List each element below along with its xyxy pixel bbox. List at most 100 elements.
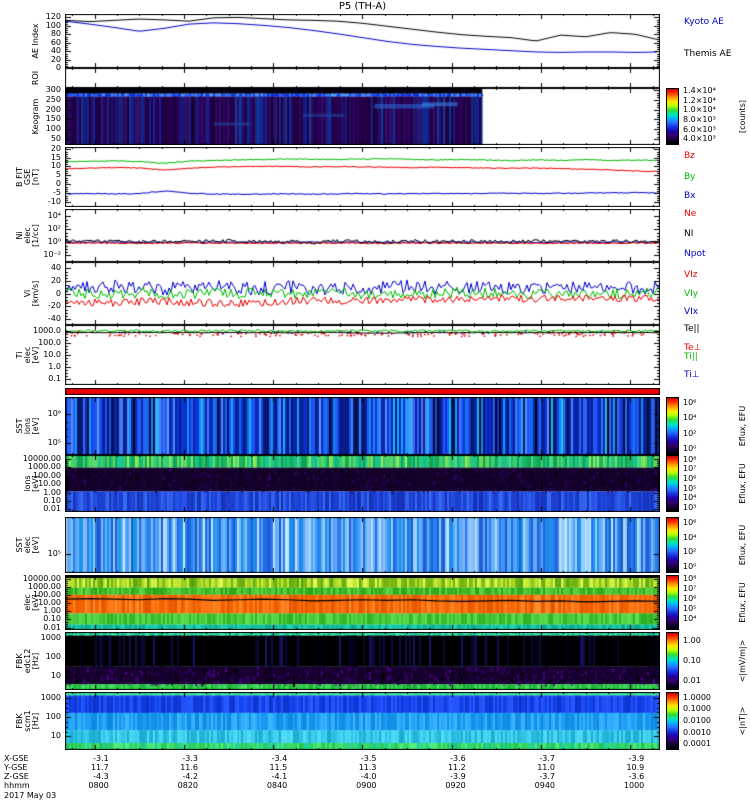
- fbk2-colorbar-tick: 0.1000: [683, 704, 711, 714]
- ti-series-label: Te||: [684, 323, 700, 334]
- vi-ytick-label: -20: [47, 301, 61, 311]
- ephemeris-column-0820: -3.3 11.6 -4.2 0820: [177, 754, 198, 790]
- fbk1-colorbar-unit: <|mV/m|>: [738, 639, 747, 683]
- ae-ytick-label: 120: [45, 12, 61, 22]
- keogram-ytick-label: 200: [45, 104, 61, 114]
- ae-ytick-label: 100: [45, 20, 61, 30]
- ae-ytick-label: 60: [50, 37, 61, 47]
- ti-ytick-label: 1.0: [48, 361, 61, 371]
- esa_elec-colorbar: [666, 575, 679, 630]
- esa_ion-colorbar-tick: 10⁴: [683, 493, 697, 503]
- keogram-colorbar-tick: 1.4×10⁴: [683, 85, 716, 95]
- ni-series-label: Npot: [684, 248, 706, 259]
- panel-roi: ROI: [0, 68, 750, 88]
- vi-ytick-label: 40: [50, 263, 61, 273]
- fbk2-colorbar-tick: 0.0100: [683, 716, 711, 725]
- ni-ytick-label: 10²: [47, 223, 61, 233]
- ephemeris-column-0800: -3.1 11.7 -4.3 0800: [88, 754, 109, 790]
- keogram-colorbar: [666, 88, 679, 145]
- sst_ion-colorbar-tick: 10⁴: [683, 413, 697, 423]
- ti-ytick-label: 1000.0: [33, 325, 61, 335]
- bfit-ytick-label: 20: [50, 143, 61, 153]
- ae-ytick-label: 0: [55, 63, 61, 72]
- ti-ytick-label: 0.1: [48, 373, 61, 383]
- ae-series-label: Kyoto AE: [684, 17, 724, 28]
- keogram-colorbar-tick: 6.0×10³: [683, 124, 716, 134]
- fbk1-ytick-label: 100: [45, 652, 61, 662]
- keogram-plot-canvas: [65, 88, 660, 145]
- panel-vi: Vi [km/s] 40 20 0 -20 -40 VIz VIy VIx: [0, 262, 750, 325]
- esa_ion-ytick-label: 10.00: [38, 479, 61, 489]
- sst_ion-colorbar: [666, 397, 679, 455]
- panel-sst_ion: SST ions [eV] 10⁶ 10⁵ 10⁶ 10⁴ 10² 10⁰ Eflux, EF…: [0, 397, 750, 455]
- panel-fbk2: FBK scm1 [Hz] 1000 100 10 1.0000 0.1000 0.0100…: [0, 692, 750, 750]
- sst_elec-colorbar-unit: Eflux, EFU: [738, 524, 747, 566]
- fbk1-ytick-label: 10: [50, 671, 61, 681]
- sst_ion-ytick-label: 10⁵: [47, 438, 61, 448]
- date-label: 2017 May 03: [4, 791, 57, 800]
- panel-esa_ion: ions [eV] 10000.00 1000.00 100.00 10.00 1.00 0…: [0, 454, 750, 513]
- ti-series-label: Te⊥: [684, 342, 702, 353]
- ephemeris-column-1000: -3.9 10.9 -3.6 1000: [623, 754, 645, 790]
- keogram-ytick-label: 50: [50, 134, 61, 144]
- fbk2-colorbar-tick: 0.0001: [683, 739, 711, 749]
- esa_ion-colorbar-tick: 10⁶: [683, 473, 697, 483]
- sst_elec-colorbar: [666, 517, 679, 573]
- esa_ion-colorbar: [666, 455, 679, 512]
- sst_elec-colorbar-tick: 10⁴: [683, 532, 697, 542]
- keogram-colorbar-tick: 1.0×10⁴: [683, 105, 716, 115]
- fbk1-ytick-label: 1000: [40, 632, 61, 642]
- esa_elec-colorbar-tick: 10⁸: [683, 574, 697, 584]
- esa_ion-colorbar-tick: 10⁸: [683, 454, 697, 464]
- fbk1-plot-canvas: [65, 632, 660, 690]
- bfit-series-label: By: [684, 172, 696, 182]
- bfit-series-label: Bx: [684, 191, 696, 202]
- bfit-ytick-label: -10: [47, 196, 61, 206]
- bfit-ytick-label: 5: [55, 170, 61, 180]
- esa_elec-ytick-label: 1.00: [43, 606, 61, 616]
- fbk2-plot-canvas: [65, 692, 660, 750]
- sst_ion-colorbar-tick: 10⁰: [683, 444, 697, 454]
- ae-series-label: Themis AE: [684, 48, 732, 59]
- sst_ion-plot-canvas: [65, 397, 660, 455]
- fbk2-colorbar-tick: 0.0010: [683, 727, 711, 737]
- ti-series-label: Ti||: [684, 351, 698, 362]
- ephemeris-column-0920: -3.6 11.2 -3.9 0920: [445, 754, 466, 790]
- esa_elec-colorbar-tick: 10⁵: [683, 604, 697, 614]
- panel-ti: Ti elec [eV] 1000.0 100.0 10.0 1.0 0.1 Te|| Te⊥…: [0, 323, 750, 385]
- plot-title: P5 (TH-A): [338, 1, 387, 12]
- sst_elec-axis-label: SST elec [eV]: [15, 536, 40, 554]
- esa_elec-ytick-label: 0.01: [43, 622, 61, 632]
- bfit-series-label: Bz: [684, 151, 695, 161]
- ti-ytick-label: 100.0: [38, 337, 61, 347]
- esa_elec-ytick-label: 10000.00: [22, 573, 61, 583]
- vi-ytick-label: -40: [47, 313, 61, 323]
- fbk2-colorbar-tick: 1.0000: [683, 692, 711, 702]
- keogram-ytick-label: 250: [45, 94, 61, 104]
- ephemeris-column-0900: -3.5 11.3 -4.0 0900: [356, 754, 377, 790]
- esa_ion-ytick-label: 100.00: [33, 470, 61, 480]
- fbk1-colorbar-tick: 0.10: [683, 656, 701, 665]
- ni-series-label: NI: [684, 229, 694, 240]
- vi-ytick-label: 20: [50, 275, 61, 285]
- fbk2-colorbar-unit: <|nT|>: [738, 706, 747, 736]
- ae-ytick-label: 40: [50, 46, 61, 56]
- fbk1-colorbar-tick: 0.01: [683, 676, 701, 686]
- esa_elec-colorbar-unit: Eflux, EFU: [738, 582, 747, 623]
- esa_elec-colorbar-tick: 10⁶: [683, 594, 697, 604]
- keogram-colorbar-tick: 4.0×10³: [683, 134, 716, 144]
- keogram-ytick-label: 100: [45, 124, 61, 134]
- vi-series-label: VIy: [684, 288, 699, 299]
- ti-series-label: Ti⊥: [684, 369, 700, 380]
- ephemeris-column-0940: -3.7 11.0 -3.7 0940: [534, 754, 555, 790]
- ni-ytick-label: 10⁻²: [43, 250, 61, 260]
- panel-fbk1: FBK edc12 [Hz] 1000 100 10 1.00 0.10 0.01 <|mV/…: [0, 632, 750, 690]
- keogram-colorbar-tick: 1.2×10⁴: [683, 95, 716, 105]
- ephemeris-column-0840: -3.4 11.5 -4.1 0840: [266, 754, 288, 790]
- vi-series-label: VIx: [684, 307, 699, 318]
- keogram-ytick-label: 300: [45, 84, 61, 94]
- esa_ion-ytick-label: 1000.00: [27, 462, 61, 472]
- keogram-colorbar-tick: 8.0×10³: [683, 114, 716, 124]
- keogram-colorbar-unit: [counts]: [738, 100, 747, 133]
- esa_ion-ytick-label: 1.00: [43, 487, 61, 497]
